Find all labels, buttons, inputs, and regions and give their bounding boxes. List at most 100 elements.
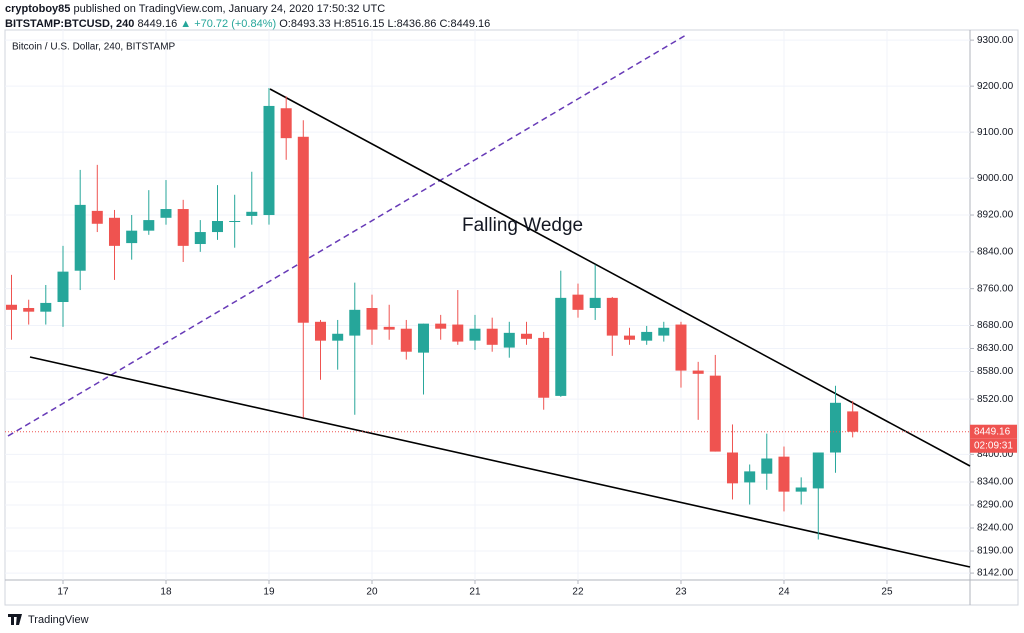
y-tick-label: 8240.00 [977,523,1014,534]
annotation: Falling Wedge [462,215,583,236]
candle-body [332,333,344,341]
trend-line [269,88,971,467]
price-label-box [970,424,1017,439]
y-tick-label: 8340.00 [977,477,1014,488]
brand: TradingView [28,614,89,626]
candle-body [143,220,155,231]
header-line: BITSTAMP:BTCUSD, 240 8449.16 ▲ +70.72 (+… [5,17,490,32]
symbol: BITSTAMP:BTCUSD, 240 [5,18,135,30]
y-tick-label: 9200.00 [977,81,1014,92]
countdown-box [970,438,1017,453]
x-tick-label: 20 [366,587,378,598]
candle-body [641,331,653,341]
x-tick-label: 24 [778,587,790,598]
change: ▲ +70.72 (+0.84%) [180,18,277,30]
candle-body [74,204,86,271]
countdown: 02:09:31 [974,440,1013,451]
header: cryptoboy85 published on TradingView.com… [5,2,490,32]
candle-body [538,337,550,398]
y-tick-label: 8920.00 [977,210,1014,221]
y-tick-label: 8142.00 [977,568,1014,579]
candle-body [469,328,481,341]
pane-border [4,29,1019,606]
candle-body [847,411,859,432]
candle-body [263,105,275,216]
ohlc: L:8436.86 [387,18,437,30]
candle-body [57,271,69,303]
last: 8449.16 [137,18,178,30]
chart-title: Bitcoin / U.S. Dollar, 240, BITSTAMP [12,42,176,53]
candle-body [108,217,120,246]
candle-body [572,294,584,310]
candle-body [675,324,687,371]
candle-body [91,210,103,224]
candle-body [520,333,532,339]
y-tick-label: 8760.00 [977,283,1014,294]
candle-body [349,309,361,336]
y-tick-label: 8290.00 [977,500,1014,511]
x-tick-label: 23 [675,587,687,598]
grid [5,30,970,580]
candle-body [314,321,326,341]
candle-body [160,209,172,218]
candle-body [744,471,756,483]
candle-body [246,211,258,216]
y-tick-label: 8520.00 [977,394,1014,405]
author: cryptoboy85 [5,3,71,15]
price-label: 8449.16 [974,426,1011,437]
candle-body [778,456,790,492]
trend-line [29,356,971,568]
candle-body [177,209,189,246]
candle-body [726,452,738,484]
candle-body [229,221,241,223]
candle-body [417,323,429,353]
candle-body [5,304,17,310]
candle-body [126,230,138,244]
y-tick-label: 8580.00 [977,366,1014,377]
candle-body [589,297,601,308]
candle-body [761,458,773,474]
candle-body [623,335,635,340]
ohlc: O:8493.33 [279,18,331,30]
candle-body [383,326,395,330]
x-tick-label: 25 [881,587,893,598]
candle-body [211,221,223,233]
candle-body [452,324,464,342]
y-tick-label: 9100.00 [977,127,1014,138]
candle-body [555,297,567,396]
candle-body [486,328,498,345]
candles [5,87,970,540]
x-tick-label: 17 [57,587,69,598]
candle-body [606,297,618,336]
candle-body [366,307,378,330]
candle-body [812,452,824,489]
candle-body [692,370,704,374]
y-tick-label: 8630.00 [977,343,1014,354]
ohlc: H:8516.15 [333,18,385,30]
candle-body [658,327,670,336]
candle-body [400,328,412,352]
y-tick-label: 9000.00 [977,173,1014,184]
y-tick-label: 8840.00 [977,246,1014,257]
y-tick-label: 8400.00 [977,449,1014,460]
ohlc: C:8449.16 [439,18,491,30]
published: published on TradingView.com, January 24… [73,3,386,15]
candle-body [280,108,292,139]
candle-body [23,307,35,312]
candle-body [829,402,841,453]
candle-body [795,487,807,492]
candle-body [503,332,515,348]
candle-body [194,232,206,245]
trend-line [7,34,687,437]
header-line: cryptoboy85 published on TradingView.com… [5,2,490,17]
x-tick-label: 21 [469,587,481,598]
candle-body [297,136,309,323]
x-tick-label: 22 [572,587,584,598]
y-tick-label: 8190.00 [977,546,1014,557]
x-tick-label: 19 [263,587,275,598]
candle-body [40,302,52,312]
candle-body [709,375,721,452]
brand-logo [8,614,22,625]
x-tick-label: 18 [160,587,172,598]
